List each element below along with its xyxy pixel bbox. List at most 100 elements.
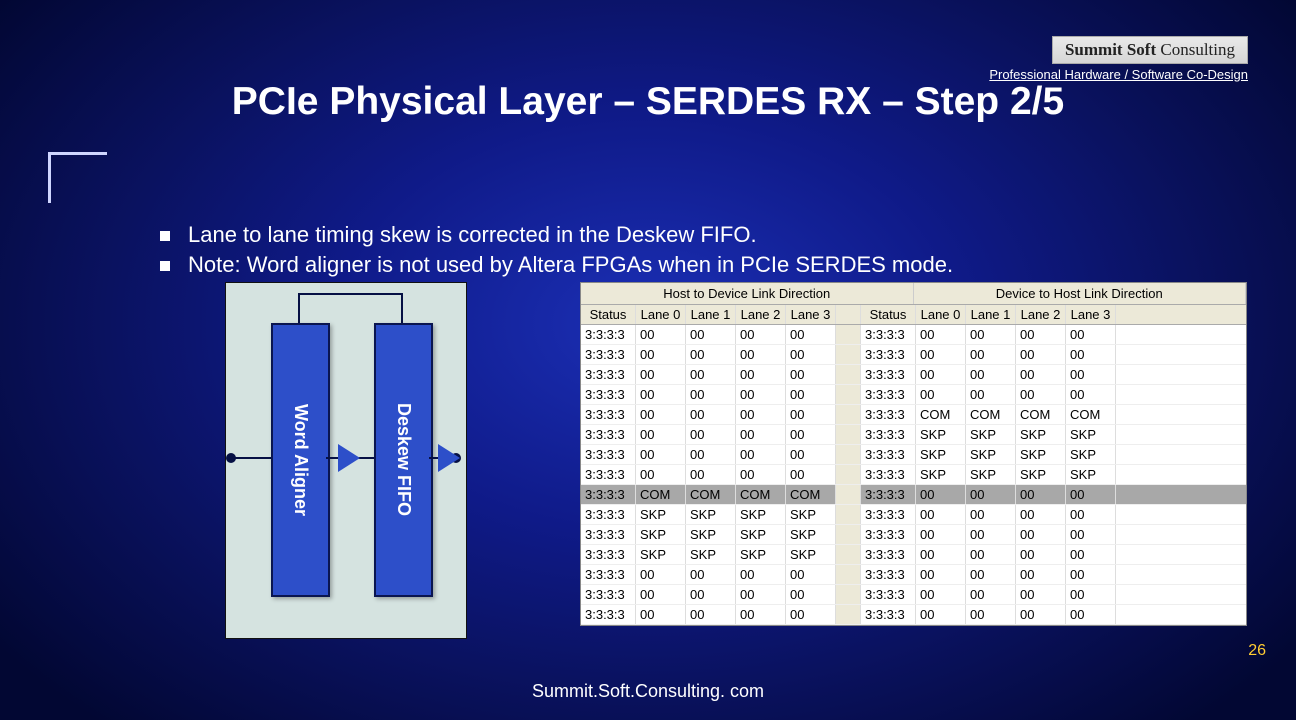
table-row: 3:3:3:3000000003:3:3:300000000	[581, 565, 1246, 585]
table-cell: 00	[966, 505, 1016, 524]
table-cell: SKP	[1016, 465, 1066, 484]
page-number: 26	[1248, 642, 1266, 660]
table-cell: 00	[966, 565, 1016, 584]
table-cell	[836, 525, 861, 544]
table-cell: 00	[1016, 525, 1066, 544]
table-cell: 00	[1066, 365, 1116, 384]
table-cell: 00	[736, 605, 786, 624]
table-cell: 3:3:3:3	[581, 505, 636, 524]
table-cell: 00	[966, 325, 1016, 344]
table-cell: 00	[736, 465, 786, 484]
table-cell: 00	[736, 325, 786, 344]
table-cell: SKP	[786, 505, 836, 524]
table-cell: 00	[916, 525, 966, 544]
table-cell: 00	[736, 365, 786, 384]
table-body: 3:3:3:3000000003:3:3:3000000003:3:3:3000…	[581, 325, 1246, 625]
table-cell: 3:3:3:3	[861, 425, 916, 444]
table-cell: 00	[686, 385, 736, 404]
table-cell: 00	[1066, 345, 1116, 364]
table-cell	[836, 325, 861, 344]
table-row: 3:3:3:3SKPSKPSKPSKP3:3:3:300000000	[581, 525, 1246, 545]
corner-decoration	[48, 152, 107, 203]
table-cell: 00	[966, 525, 1016, 544]
table-column-header: StatusLane 0Lane 1Lane 2Lane 3StatusLane…	[581, 305, 1246, 325]
table-cell: 00	[736, 565, 786, 584]
table-cell: 3:3:3:3	[581, 465, 636, 484]
table-cell: SKP	[686, 505, 736, 524]
table-cell: 00	[1066, 385, 1116, 404]
table-cell: 00	[686, 405, 736, 424]
table-cell: SKP	[916, 445, 966, 464]
table-row: 3:3:3:3000000003:3:3:300000000	[581, 365, 1246, 385]
table-cell	[836, 385, 861, 404]
column-header-cell: Lane 3	[786, 305, 836, 324]
table-cell: 00	[636, 605, 686, 624]
table-row: 3:3:3:3000000003:3:3:300000000	[581, 385, 1246, 405]
table-cell: 00	[966, 585, 1016, 604]
table-cell	[836, 365, 861, 384]
table-cell	[836, 505, 861, 524]
table-cell: 00	[1066, 505, 1116, 524]
table-cell: SKP	[736, 505, 786, 524]
table-cell: 3:3:3:3	[861, 605, 916, 624]
table-cell: 3:3:3:3	[581, 525, 636, 544]
table-cell: 00	[786, 345, 836, 364]
table-cell	[836, 405, 861, 424]
table-cell: 00	[1016, 545, 1066, 564]
table-cell: 00	[1066, 545, 1116, 564]
table-cell: 3:3:3:3	[581, 345, 636, 364]
table-cell: 00	[636, 425, 686, 444]
table-cell: COM	[1066, 405, 1116, 424]
footer-text: Summit.Soft.Consulting. com	[0, 681, 1296, 702]
slide: Summit Soft Consulting Professional Hard…	[0, 0, 1296, 720]
table-cell: 00	[686, 345, 736, 364]
table-cell: 3:3:3:3	[581, 485, 636, 504]
table-row: 3:3:3:3SKPSKPSKPSKP3:3:3:300000000	[581, 505, 1246, 525]
table-cell: 00	[966, 545, 1016, 564]
table-cell	[836, 565, 861, 584]
table-row: 3:3:3:3000000003:3:3:3SKPSKPSKPSKP	[581, 425, 1246, 445]
table-cell: SKP	[686, 545, 736, 564]
column-header-cell: Lane 1	[686, 305, 736, 324]
table-cell: 3:3:3:3	[861, 525, 916, 544]
table-cell: 00	[916, 485, 966, 504]
table-cell: 3:3:3:3	[861, 345, 916, 364]
buffer-icon	[338, 444, 360, 472]
table-cell: 00	[736, 585, 786, 604]
table-cell: 00	[686, 425, 736, 444]
column-header-cell: Lane 2	[1016, 305, 1066, 324]
table-cell: 00	[916, 385, 966, 404]
table-cell: SKP	[966, 465, 1016, 484]
logo: Summit Soft Consulting	[1052, 36, 1248, 64]
table-cell: 00	[636, 405, 686, 424]
table-cell: COM	[636, 485, 686, 504]
column-header-cell: Lane 0	[916, 305, 966, 324]
table-cell: 3:3:3:3	[581, 585, 636, 604]
table-cell: 00	[916, 365, 966, 384]
table-cell: 3:3:3:3	[861, 565, 916, 584]
table-cell: 00	[966, 345, 1016, 364]
table-cell: COM	[966, 405, 1016, 424]
table-cell	[836, 485, 861, 504]
table-cell	[836, 465, 861, 484]
table-cell: 3:3:3:3	[861, 385, 916, 404]
table-cell: 00	[916, 585, 966, 604]
table-cell: 00	[636, 565, 686, 584]
table-cell: SKP	[686, 525, 736, 544]
table-cell: 00	[686, 365, 736, 384]
table-cell	[836, 345, 861, 364]
table-cell: 00	[786, 445, 836, 464]
node	[226, 453, 236, 463]
table-row: 3:3:3:3000000003:3:3:300000000	[581, 605, 1246, 625]
table-cell: 00	[966, 485, 1016, 504]
table-cell: 00	[966, 385, 1016, 404]
column-header-cell: Lane 1	[966, 305, 1016, 324]
logo-text-1: Summit Soft	[1065, 40, 1156, 59]
table-cell: COM	[686, 485, 736, 504]
table-row: 3:3:3:3000000003:3:3:3SKPSKPSKPSKP	[581, 445, 1246, 465]
table-cell: COM	[736, 485, 786, 504]
table-cell: COM	[1016, 405, 1066, 424]
bullet-item: Note: Word aligner is not used by Altera…	[160, 252, 953, 278]
table-row: 3:3:3:3000000003:3:3:300000000	[581, 325, 1246, 345]
table-cell: COM	[916, 405, 966, 424]
